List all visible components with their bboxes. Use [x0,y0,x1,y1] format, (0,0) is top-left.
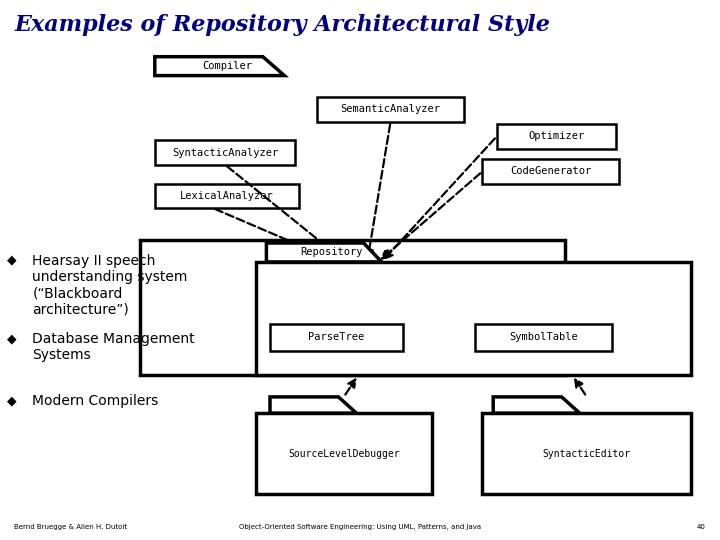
FancyBboxPatch shape [317,97,464,122]
FancyBboxPatch shape [270,324,403,351]
FancyBboxPatch shape [497,124,616,148]
Text: Object-Oriented Software Engineering: Using UML, Patterns, and Java: Object-Oriented Software Engineering: Us… [239,524,481,530]
FancyBboxPatch shape [475,324,612,351]
Text: ◆: ◆ [7,254,17,267]
Text: SymbolTable: SymbolTable [509,333,578,342]
Polygon shape [270,397,356,413]
Text: ◆: ◆ [7,332,17,345]
Text: Compiler: Compiler [202,61,252,71]
Polygon shape [155,57,284,76]
Text: SyntacticAnalyzer: SyntacticAnalyzer [172,147,278,158]
Text: SourceLevelDebugger: SourceLevelDebugger [288,449,400,458]
Text: Repository: Repository [300,247,362,258]
Text: Database Management
Systems: Database Management Systems [32,332,195,362]
FancyBboxPatch shape [140,240,565,375]
Text: LexicalAnalyzer: LexicalAnalyzer [180,191,274,201]
FancyBboxPatch shape [256,262,691,375]
Polygon shape [493,397,580,413]
Text: SyntacticEditor: SyntacticEditor [543,449,631,458]
Text: SemanticAnalyzer: SemanticAnalyzer [341,104,441,114]
FancyBboxPatch shape [482,159,619,184]
Text: Examples of Repository Architectural Style: Examples of Repository Architectural Sty… [14,14,550,36]
FancyBboxPatch shape [482,413,691,494]
Text: Optimizer: Optimizer [528,131,585,141]
Text: ParseTree: ParseTree [308,333,365,342]
Polygon shape [266,243,382,262]
FancyBboxPatch shape [155,140,295,165]
Text: 40: 40 [697,524,706,530]
Text: Modern Compilers: Modern Compilers [32,394,158,408]
Text: Bernd Bruegge & Allen H. Dutoit: Bernd Bruegge & Allen H. Dutoit [14,524,127,530]
Text: Hearsay II speech
understanding system
(“Blackboard
architecture”): Hearsay II speech understanding system (… [32,254,188,316]
FancyBboxPatch shape [256,413,432,494]
Text: ◆: ◆ [7,394,17,407]
FancyBboxPatch shape [155,184,299,208]
Text: CodeGenerator: CodeGenerator [510,166,591,177]
